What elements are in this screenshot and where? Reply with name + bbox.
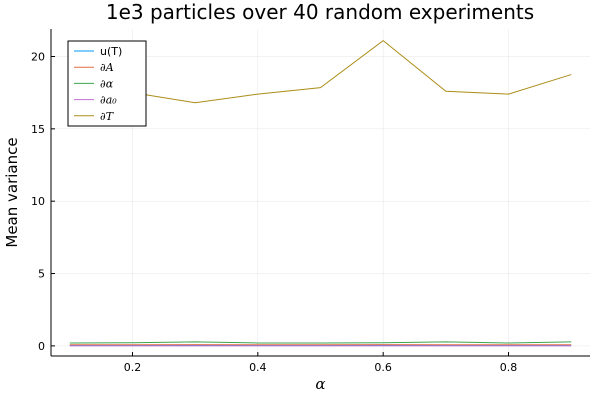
- x-tick-label-2: 0.6: [374, 361, 392, 374]
- x-tick-label-0: 0.2: [124, 361, 142, 374]
- tick-labels: 0.2 0.4 0.6 0.8 0 5 10 15 20: [31, 50, 517, 374]
- legend: u(T) ∂A ∂α ∂a₀ ∂T: [67, 40, 147, 127]
- series-line-2: [69, 341, 572, 344]
- series-line-4: [69, 39, 572, 104]
- y-tick-label-0: 0: [38, 340, 45, 353]
- legend-label-4: ∂T: [100, 110, 115, 123]
- y-tick-label-1: 5: [38, 268, 45, 281]
- axes: [50, 29, 590, 357]
- x-tick-label-1: 0.4: [249, 361, 267, 374]
- legend-label-0: u(T): [100, 45, 122, 58]
- x-tick-label-3: 0.8: [500, 361, 518, 374]
- legend-label-2: ∂α: [100, 77, 114, 90]
- y-tick-label-3: 15: [31, 123, 45, 136]
- x-axis-label: α: [315, 375, 325, 393]
- y-tick-label-2: 10: [31, 195, 45, 208]
- legend-label-3: ∂a₀: [100, 94, 117, 107]
- chart-title: 1e3 particles over 40 random experiments: [106, 0, 534, 24]
- legend-label-1: ∂A: [100, 61, 114, 74]
- y-tick-label-4: 20: [31, 50, 45, 63]
- series-lines: [69, 39, 572, 347]
- y-axis-label: Mean variance: [3, 137, 21, 247]
